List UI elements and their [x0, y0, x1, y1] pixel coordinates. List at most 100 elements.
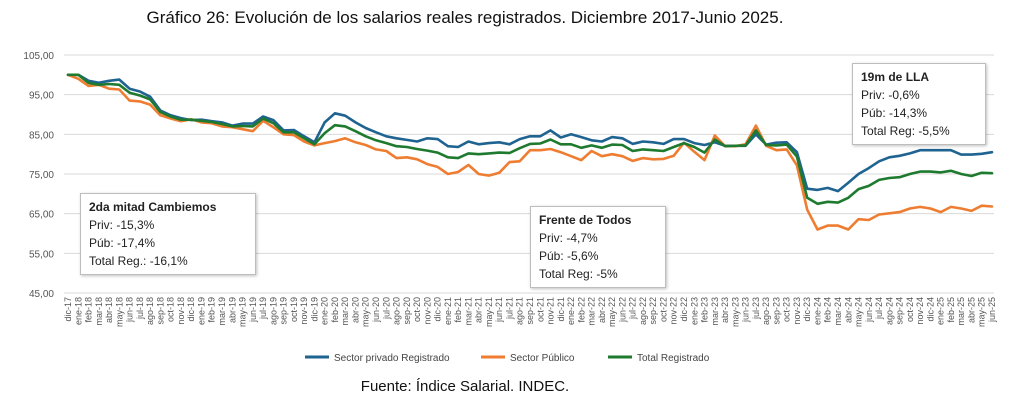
annotation-title: Frente de Todos	[539, 213, 632, 227]
x-tick-label: jun-23	[741, 297, 751, 323]
x-tick-label: oct-23	[782, 297, 792, 322]
x-tick-label: mar-20	[340, 297, 350, 326]
x-tick-label: oct-24	[905, 297, 915, 322]
x-tick-label: abr-23	[720, 297, 730, 323]
legend-label: Total Registrado	[637, 353, 710, 364]
x-tick-label: may-24	[854, 297, 864, 327]
x-tick-label: feb-19	[207, 297, 217, 323]
series-line	[66, 73, 994, 206]
legend: Sector privado Registrado Sector Público T…	[305, 353, 710, 364]
x-tick-label: jul-21	[504, 297, 514, 320]
x-tick-label: mar-22	[587, 297, 597, 326]
annotation-line: Total Reg: -5%	[539, 267, 618, 281]
x-tick-label: dic-23	[802, 297, 812, 322]
x-tick-label: abr-19	[227, 297, 237, 323]
x-tick-label: feb-21	[453, 297, 463, 323]
annotation-line: Púb: -14,3%	[861, 106, 928, 120]
x-tick-label: ago-21	[515, 297, 525, 325]
annotation-lla: 19m de LLA Priv: -0,6% Púb: -14,3% Total…	[852, 63, 986, 145]
x-tick-label: ene-22	[566, 297, 576, 325]
x-tick-label: feb-18	[84, 297, 94, 323]
x-tick-label: feb-23	[700, 297, 710, 323]
x-tick-label: ago-20	[392, 297, 402, 325]
x-tick-label: dic-22	[679, 297, 689, 322]
annotation-title: 2da mitad Cambiemos	[89, 200, 217, 214]
annotation-title: 19m de LLA	[861, 70, 930, 84]
x-tick-label: ago-23	[761, 297, 771, 325]
x-tick-label: abr-24	[843, 297, 853, 323]
x-tick-label: ago-22	[638, 297, 648, 325]
x-tick-label: jul-18	[135, 297, 145, 320]
x-tick-label: sep-18	[155, 297, 165, 325]
x-tick-label: jul-22	[628, 297, 638, 320]
x-tick-label: sep-21	[525, 297, 535, 325]
x-tick-label: jun-21	[494, 297, 504, 323]
annotation-line: Total Reg: -5,5%	[861, 124, 950, 138]
y-tick-label: 65,00	[29, 210, 54, 221]
x-tick-label: ago-19	[268, 297, 278, 325]
x-tick-label: jun-20	[371, 297, 381, 323]
x-tick-label: sep-20	[402, 297, 412, 325]
x-tick-label: ene-23	[689, 297, 699, 325]
x-tick-label: nov-23	[792, 297, 802, 325]
annotation-line: Púb: -5,6%	[539, 249, 599, 263]
annotation-line: Priv: -0,6%	[861, 88, 920, 102]
x-tick-label: dic-21	[556, 297, 566, 322]
x-tick-label: mar-25	[956, 297, 966, 326]
x-tick-label: feb-22	[576, 297, 586, 323]
x-tick-label: ene-24	[812, 297, 822, 325]
x-tick-label: jul-24	[874, 297, 884, 320]
x-tick-label: nov-21	[546, 297, 556, 325]
x-tick-label: nov-22	[669, 297, 679, 325]
x-tick-label: ene-19	[196, 297, 206, 325]
x-tick-label: abr-21	[474, 297, 484, 323]
x-tick-label: dic-19	[309, 297, 319, 322]
x-tick-label: feb-20	[330, 297, 340, 323]
x-tick-label: may-21	[484, 297, 494, 327]
x-tick-label: oct-20	[412, 297, 422, 322]
x-tick-label: sep-19	[279, 297, 289, 325]
x-tick-label: ago-24	[884, 297, 894, 325]
x-tick-label: jun-25	[987, 297, 997, 323]
x-tick-label: oct-22	[658, 297, 668, 322]
x-tick-label: sep-22	[648, 297, 658, 325]
x-tick-label: oct-21	[535, 297, 545, 322]
x-tick-label: may-18	[114, 297, 124, 327]
y-tick-label: 85,00	[29, 130, 54, 141]
x-tick-label: nov-20	[422, 297, 432, 325]
x-tick-label: abr-22	[597, 297, 607, 323]
annotation-line: Priv: -4,7%	[539, 231, 598, 245]
x-tick-label: jul-20	[381, 297, 391, 320]
x-tick-label: jul-19	[258, 297, 268, 320]
y-tick-label: 45,00	[29, 289, 54, 300]
x-tick-label: dic-18	[186, 297, 196, 322]
x-tick-label: abr-20	[350, 297, 360, 323]
chart-title: Gráfico 26: Evolución de los salarios re…	[146, 8, 784, 27]
x-tick-label: sep-23	[771, 297, 781, 325]
x-tick-label: oct-18	[166, 297, 176, 322]
y-tick-label: 95,00	[29, 91, 54, 102]
x-tick-label: dic-24	[925, 297, 935, 322]
x-tick-label: may-23	[730, 297, 740, 327]
x-tick-label: feb-24	[823, 297, 833, 323]
x-tick-label: dic-20	[433, 297, 443, 322]
x-tick-label: nov-19	[299, 297, 309, 325]
x-tick-label: mar-19	[217, 297, 227, 326]
x-tick-label: jun-18	[125, 297, 135, 323]
x-tick-label: ene-18	[73, 297, 83, 325]
x-tick-label: jun-19	[248, 297, 258, 323]
x-tick-label: ago-18	[145, 297, 155, 325]
chart-source: Fuente: Índice Salarial. INDEC.	[360, 378, 570, 395]
x-tick-label: sep-24	[895, 297, 905, 325]
series-line	[66, 73, 994, 231]
x-tick-label: abr-25	[966, 297, 976, 323]
x-tick-label: oct-19	[289, 297, 299, 322]
x-tick-label: feb-25	[946, 297, 956, 323]
x-tick-label: ene-25	[936, 297, 946, 325]
x-tick-label: mar-23	[710, 297, 720, 326]
x-tick-label: may-22	[607, 297, 617, 327]
x-tick-label: mar-21	[463, 297, 473, 326]
x-tick-label: ene-21	[443, 297, 453, 325]
y-axis-ticks: 45,00 55,00 65,00 75,00 85,00 95,00 105,00	[23, 51, 54, 300]
